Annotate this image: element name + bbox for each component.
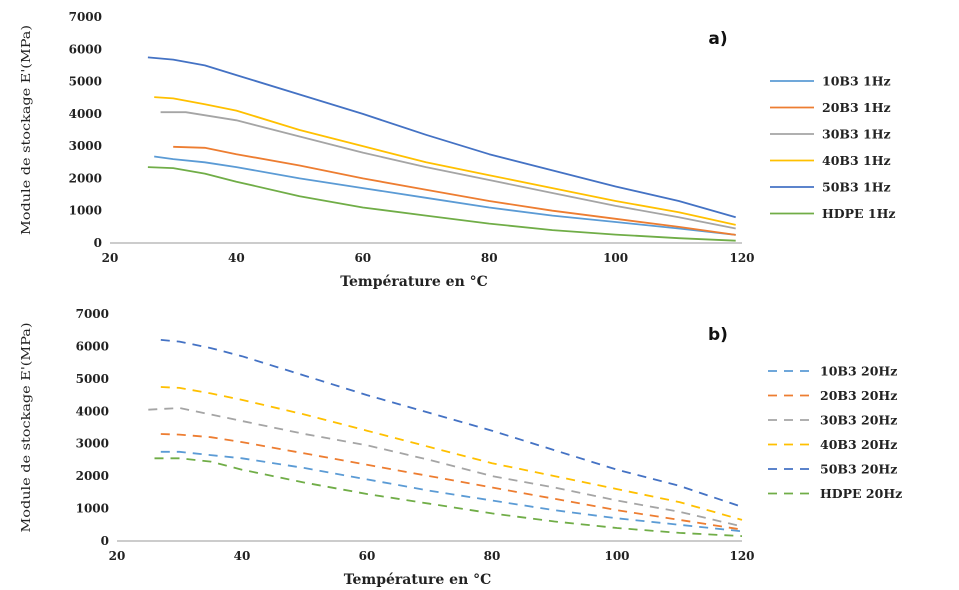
series-line-50b3-1hz [147,56,736,219]
x-axis-title: Température en °C [340,274,488,290]
y-tick-label: 0 [101,534,109,548]
y-tick-label: 4000 [76,404,109,418]
x-tick-label: 40 [234,549,251,563]
legend-label: HDPE 1Hz [822,206,896,221]
y-tick-label: 3000 [76,437,109,451]
series-line-40b3-1hz [154,96,736,226]
legend-label: 40B3 20Hz [820,437,897,452]
x-tick-label: 100 [603,251,628,265]
x-tick-label: 100 [604,549,629,563]
x-axis-title: Température en °C [344,572,492,588]
series-line-hdpe-20hz [154,457,743,537]
x-tick-label: 20 [102,251,119,265]
x-tick-label: 20 [109,549,126,563]
x-tick-label: 120 [729,251,754,265]
legend-label: HDPE 20Hz [820,486,902,501]
y-tick-label: 2000 [76,469,109,483]
x-tick-label: 60 [354,251,371,265]
series-line-10b3-1hz [154,155,736,236]
x-tick-label: 80 [481,251,498,265]
series-line-10b3-20hz [160,450,743,533]
series-line-30b3-20hz [148,407,743,528]
series-line-20b3-20hz [160,433,743,531]
y-tick-label: 2000 [69,171,102,185]
x-tick-label: 60 [359,549,376,563]
series-line-hdpe-1hz [147,166,736,242]
series-line-50b3-20hz [160,339,743,508]
legend-label: 30B3 20Hz [820,413,897,428]
y-tick-label: 7000 [69,10,102,24]
y-tick-label: 3000 [69,139,102,153]
legend-label: 40B3 1Hz [822,153,891,168]
series-line-20b3-1hz [173,145,736,236]
series-line-30b3-1hz [160,111,736,230]
legend-label: 10B3 20Hz [820,364,897,379]
y-tick-label: 5000 [76,372,109,386]
y-tick-label: 4000 [69,107,102,121]
legend-label: 20B3 1Hz [822,100,891,115]
y-tick-label: 7000 [76,307,109,321]
y-tick-label: 6000 [69,42,102,56]
series-line-40b3-20hz [160,386,743,521]
x-tick-label: 120 [729,549,754,563]
legend-label: 20B3 20Hz [820,388,897,403]
y-tick-label: 6000 [76,339,109,353]
legend-label: 50B3 20Hz [820,462,897,477]
x-tick-label: 40 [228,251,245,265]
y-tick-label: 1000 [69,204,102,218]
y-axis-title: Module de stockage E'(MPa) [19,25,33,235]
chart-panel-b: 0 1000 2000 3000 4000 5000 6000 7000 20 40 60 80 100… [19,307,902,588]
y-tick-label: 5000 [69,75,102,89]
chart-panel-a: 0 1000 2000 3000 4000 5000 6000 7000 20 40 60 80 100… [19,10,896,290]
legend-label: 10B3 1Hz [822,74,891,89]
legend-label: 50B3 1Hz [822,180,891,195]
y-tick-label: 1000 [76,502,109,516]
legend-label: 30B3 1Hz [822,127,891,142]
panel-label: b) [708,325,728,345]
x-tick-label: 80 [484,549,501,563]
panel-label: a) [708,29,727,49]
y-axis-title: Module de stockage E'(MPa) [19,323,33,533]
y-tick-label: 0 [94,236,102,250]
